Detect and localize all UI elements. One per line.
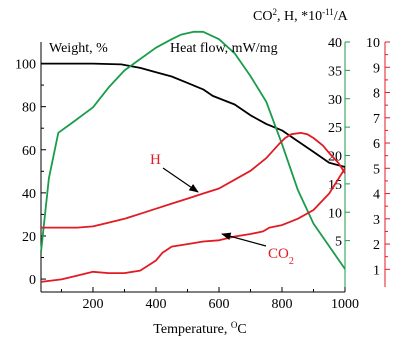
ms-axis-label-sup: -11 (322, 7, 334, 17)
x-axis-label-part: Temperature, (153, 322, 231, 337)
axes-layer: 200 400 600 800 1000020406080100510152025303… (15, 36, 390, 312)
annotation-co2-sub: 2 (289, 256, 294, 267)
ms-tick-label: 10 (366, 36, 380, 51)
x-tick-label: 400 (145, 297, 166, 312)
heat-flow-axis-label: Heat flow, mW/mg (170, 41, 278, 56)
ms-tick-label: 8 (373, 87, 380, 102)
ms-tick-label: 2 (373, 238, 380, 253)
ms-tick-label: 9 (373, 61, 380, 76)
weight-line (41, 62, 346, 168)
ms-tick-label: 5 (373, 162, 380, 177)
h-line (41, 131, 346, 229)
x-axis-label: Temperature, OC (153, 320, 246, 337)
weight-tick-label: 40 (22, 187, 36, 202)
ms-axis-label: CO2, H, *10-11/A (253, 7, 349, 24)
series-layer (40, 30, 346, 283)
x-tick-label: 1000 (331, 297, 359, 312)
heat-flow-tick-label: 25 (328, 121, 342, 136)
ms-tick-label: 4 (373, 188, 380, 203)
ms-axis-label-part: /A (334, 9, 349, 24)
x-tick-label: 800 (271, 297, 292, 312)
weight-axis-label: Weight, % (49, 41, 108, 56)
weight-tick-label: 80 (22, 101, 36, 116)
ms-tick-label: 6 (373, 137, 380, 152)
heat-flow-tick-label: 5 (335, 235, 342, 250)
weight-tick-label: 20 (22, 230, 36, 245)
ms-tick-label: 7 (373, 112, 380, 127)
ms-axis-label-part: CO (253, 9, 272, 24)
heat-flow-tick-label: 40 (328, 36, 342, 51)
ms-tick-label: 3 (373, 213, 380, 228)
heat-flow-tick-label: 35 (328, 64, 342, 79)
co2-line (40, 167, 346, 283)
annotation-co2: CO2 (268, 246, 294, 267)
x-axis-label-sup: O (231, 320, 238, 330)
x-tick-label: 200 (82, 297, 103, 312)
heat-flow-tick-label: 30 (328, 93, 342, 108)
ms-tick-label: 1 (373, 263, 380, 278)
weight-tick-label: 100 (15, 58, 36, 73)
ms-axis-label-sup: 2 (272, 7, 277, 17)
heat-flow-tick-label: 20 (328, 150, 342, 165)
heat-flow-line (40, 30, 346, 270)
x-axis-label-part: C (237, 322, 246, 337)
x-tick-label: 600 (208, 297, 229, 312)
annotation-h-arrow (162, 167, 199, 193)
annotation-co2-arrow (221, 232, 267, 247)
annotation-co2-main: CO (268, 246, 289, 262)
ms-axis-label-part: , H, *10 (277, 9, 322, 24)
weight-tick-label: 60 (22, 144, 36, 159)
annotation-h: H (150, 152, 161, 168)
weight-tick-label: 0 (29, 273, 36, 288)
heat-flow-tick-label: 10 (328, 206, 342, 221)
